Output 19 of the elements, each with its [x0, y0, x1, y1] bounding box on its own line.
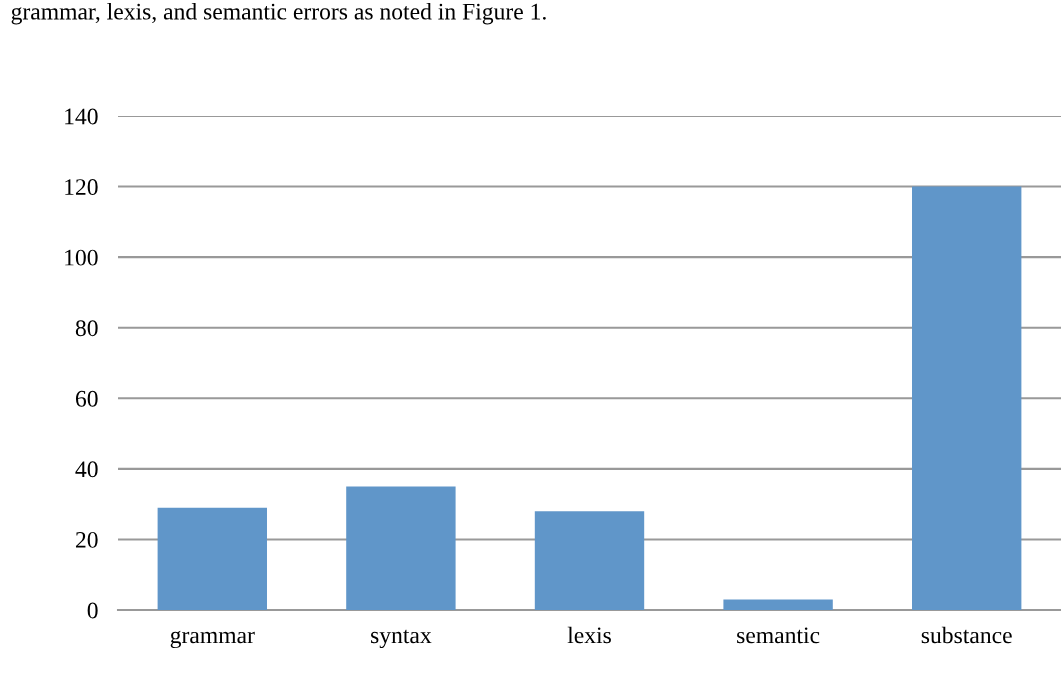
x-tick-label: syntax	[371, 629, 432, 649]
y-tick-label: 20	[75, 531, 98, 548]
y-tick-label: 80	[75, 320, 98, 337]
text: grammar, lexis, and semantic errors as noted in Figure 1.	[11, 3, 546, 25]
bar	[157, 507, 267, 610]
y-tick-label: 120	[65, 179, 98, 195]
y-tick-label: 100	[65, 249, 98, 266]
bar	[723, 599, 833, 610]
x-tick-label: grammar	[170, 630, 255, 649]
y-tick-label: 40	[75, 461, 98, 478]
bar	[912, 186, 1022, 610]
y-tick-label: 0	[87, 602, 98, 619]
x-tick-label: semantic	[737, 627, 820, 644]
x-tick-label: substance	[921, 626, 1012, 644]
y-tick-label: 60	[75, 390, 98, 407]
y-tick-label: 140	[65, 108, 98, 125]
bar	[346, 486, 456, 610]
x-tick-label: lexis	[567, 626, 611, 644]
bar	[534, 511, 645, 610]
